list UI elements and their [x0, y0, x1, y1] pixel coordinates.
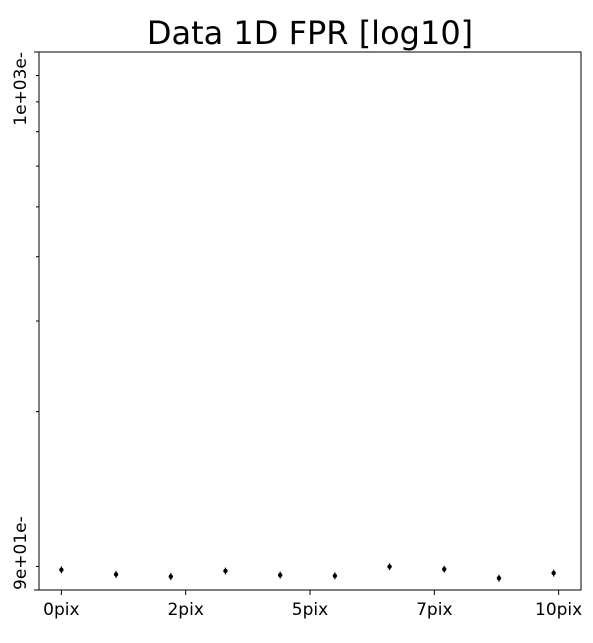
data-point [442, 566, 447, 572]
y-tick-label: 9e+01e- [11, 516, 31, 590]
x-tick-label: 7pix [416, 600, 452, 620]
data-point [277, 572, 283, 578]
chart-title: Data 1D FPR [log10] [147, 14, 473, 52]
data-point [387, 564, 392, 569]
data-point [223, 568, 228, 574]
x-tick-label: 0pix [43, 600, 79, 620]
data-point [113, 572, 119, 577]
data-point [168, 574, 173, 579]
plot-frame [38, 51, 582, 591]
data-point [496, 575, 502, 581]
data-point [332, 573, 338, 579]
data-point [59, 567, 64, 573]
data-point [551, 570, 556, 576]
y-tick-label: 1e+03e- [11, 52, 31, 126]
x-tick-label: 5pix [292, 600, 328, 620]
x-tick-label: 2pix [167, 600, 203, 620]
plot-area: 0pix 2pix 5pix 7pix 10pix 9e+01e- 1e+03e- [11, 51, 582, 620]
x-tick-label: 10pix [535, 600, 582, 620]
